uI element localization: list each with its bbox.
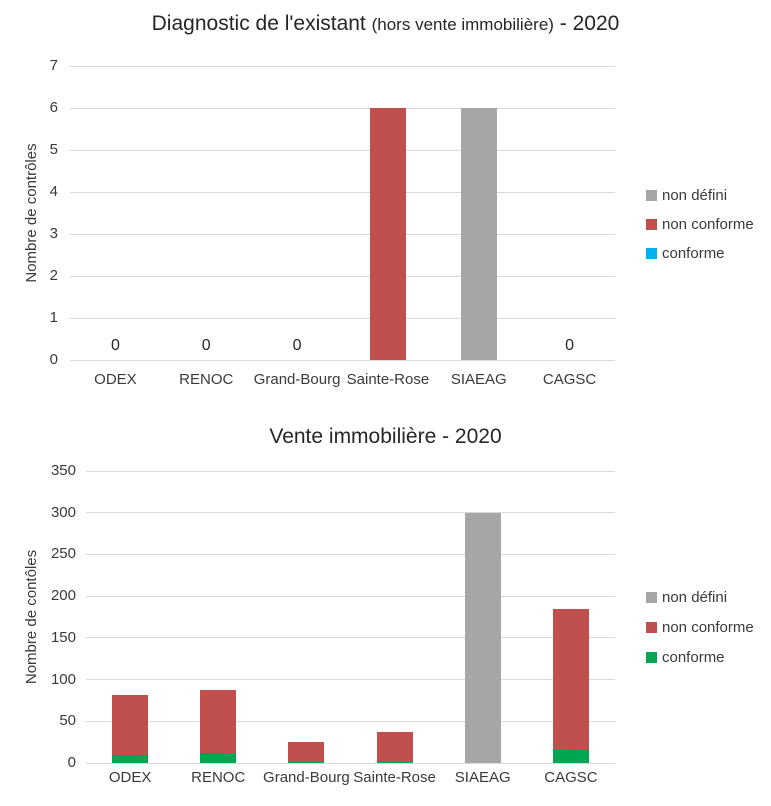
bar-sainte-rose-non-conforme	[376, 732, 413, 762]
bar-renoc-conforme	[200, 752, 237, 763]
x-axis-label-renoc: RENOC	[179, 371, 234, 388]
legend-swatch-conforme	[646, 652, 657, 663]
legend-label-non-défini: non défini	[662, 187, 728, 204]
x-axis-label-siaeag: SIAEAG	[450, 371, 507, 388]
y-axis-tick: 6	[49, 99, 58, 116]
legend-swatch-non-conforme	[646, 622, 657, 633]
x-axis-label-odex: ODEX	[94, 371, 137, 388]
data-label-grand-bourg: 0	[292, 337, 302, 354]
y-axis-tick: 100	[50, 670, 76, 688]
gridline-y100	[86, 679, 615, 681]
legend-swatch-non-défini	[646, 190, 657, 201]
bar-grand-bourg-non-conforme	[288, 742, 325, 762]
data-label-renoc: 0	[201, 337, 211, 354]
bar-odex-non-conforme	[112, 695, 149, 755]
chart2-title-main: Vente immobilière - 2020	[269, 425, 502, 448]
y-axis-tick: 300	[50, 503, 76, 521]
y-axis-tick: 200	[50, 587, 76, 605]
gridline-y50	[86, 720, 615, 722]
gridline-y150	[86, 637, 615, 639]
chart1-title-main: Diagnostic de l'existant	[151, 12, 372, 35]
y-axis-tick: 1	[49, 309, 58, 326]
chart2-title: Vente immobilière - 2020	[0, 425, 771, 449]
y-axis-tick: 250	[50, 545, 76, 563]
legend-label-conforme: conforme	[662, 649, 725, 666]
gridline-y0	[70, 359, 615, 361]
bar-grand-bourg-conforme	[288, 761, 325, 763]
bar-siaeag-non-défini	[464, 512, 501, 763]
y-axis-tick: 0	[49, 351, 58, 368]
data-label-odex: 0	[110, 337, 120, 354]
x-axis-label-siaeag: SIAEAG	[454, 769, 511, 786]
gridline-y200	[86, 595, 615, 597]
gridline-y7	[70, 65, 615, 67]
y-axis-tick: 350	[50, 462, 76, 479]
y-axis-tick: 3	[49, 225, 58, 242]
legend-label-non-défini: non défini	[662, 589, 728, 606]
gridline-y0	[86, 762, 615, 764]
y-axis-tick: 150	[50, 628, 76, 646]
bar-siaeag-non-défini	[460, 108, 497, 360]
x-axis-label-cagsc: CAGSC	[542, 371, 597, 388]
gridline-y1	[70, 317, 615, 319]
x-axis-label-cagsc: CAGSC	[544, 769, 598, 786]
legend-swatch-conforme	[646, 248, 657, 259]
bar-sainte-rose-conforme	[376, 761, 413, 763]
y-axis-tick: 0	[67, 754, 76, 771]
bar-odex-conforme	[112, 754, 149, 763]
gridline-y4	[70, 191, 615, 193]
gridline-y5	[70, 149, 615, 151]
legend-label-conforme: conforme	[662, 245, 725, 262]
x-axis-label-sainte-rose: Sainte-Rose	[346, 371, 430, 388]
chart1-title: Diagnostic de l'existant (hors vente imm…	[0, 12, 771, 36]
gridline-y6	[70, 107, 615, 109]
legend-swatch-non-défini	[646, 592, 657, 603]
y-axis-tick: 7	[49, 57, 58, 74]
x-axis-label-sainte-rose: Sainte-Rose	[353, 769, 436, 786]
x-axis-label-renoc: RENOC	[191, 769, 246, 786]
legend-label-non-conforme: non conforme	[662, 619, 754, 636]
gridline-y350	[86, 470, 615, 472]
gridline-y250	[86, 553, 615, 555]
x-axis-label-grand-bourg: Grand-Bourg	[253, 371, 341, 388]
bar-sainte-rose-non-conforme	[369, 108, 406, 360]
y-axis-tick: 5	[49, 141, 58, 158]
bar-cagsc-conforme	[552, 750, 589, 763]
chart1-title-suffix: - 2020	[553, 12, 620, 35]
y-axis-tick: 2	[49, 267, 58, 284]
bar-cagsc-non-conforme	[552, 608, 589, 751]
gridline-y3	[70, 233, 615, 235]
y-axis-tick: 4	[49, 183, 58, 200]
x-axis-label-odex: ODEX	[108, 769, 152, 786]
y-axis-tick: 50	[59, 712, 76, 730]
legend-label-non-conforme: non conforme	[662, 216, 754, 233]
data-label-cagsc: 0	[565, 337, 575, 354]
legend-swatch-non-conforme	[646, 219, 657, 230]
bar-renoc-non-conforme	[200, 689, 237, 753]
chart1-title-paren: (hors vente immobilière)	[371, 15, 554, 34]
gridline-y2	[70, 275, 615, 277]
x-axis-label-grand-bourg: Grand-Bourg	[263, 769, 350, 786]
gridline-y300	[86, 512, 615, 514]
